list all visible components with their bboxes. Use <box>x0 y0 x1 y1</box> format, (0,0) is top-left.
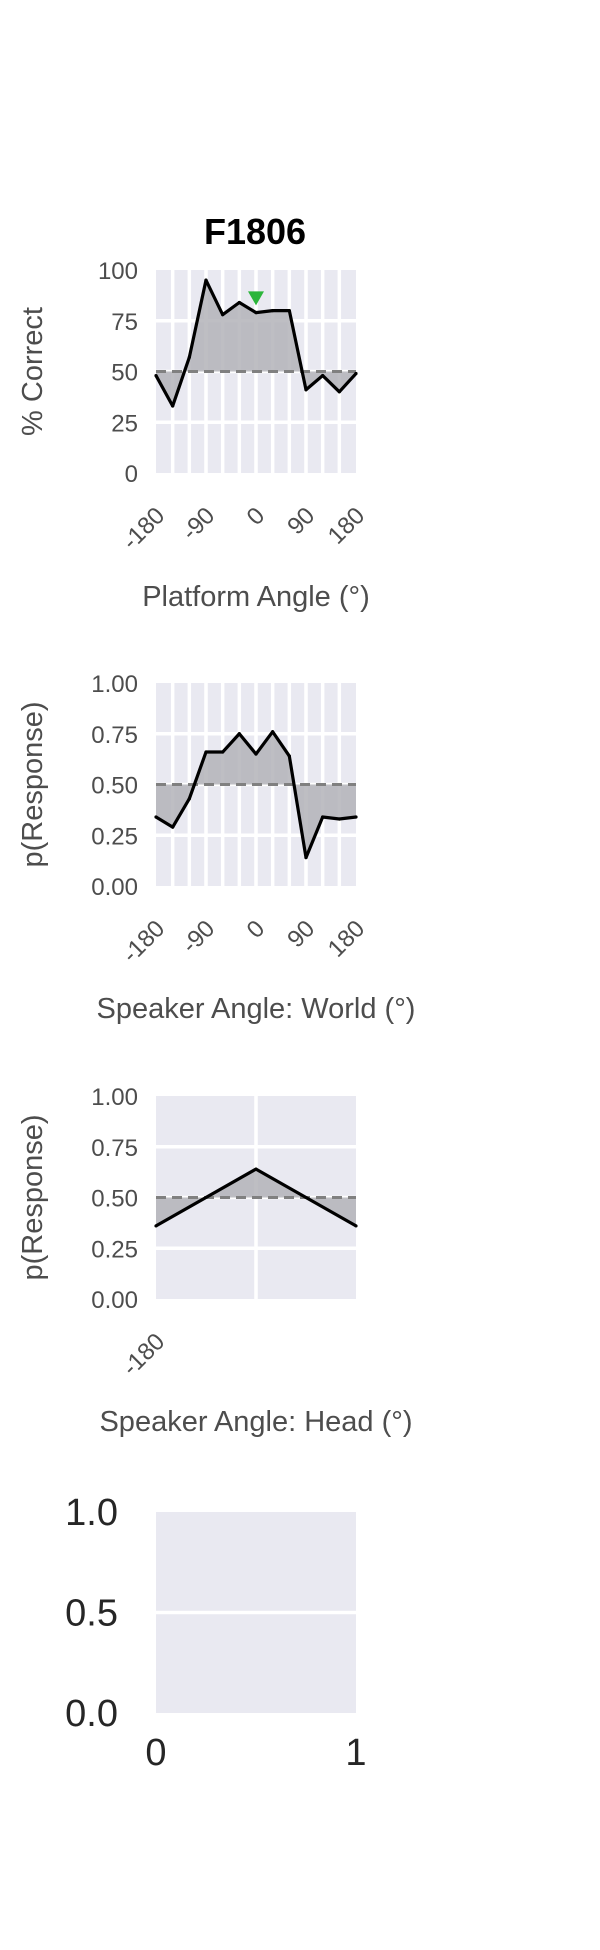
y-tick-label: 0.00 <box>91 1287 138 1314</box>
x-tick-label: -90 <box>177 502 221 546</box>
y-tick-label: 0.75 <box>91 722 138 749</box>
data-point <box>204 750 208 754</box>
x-tick-label: -180 <box>117 1328 170 1381</box>
data-point <box>254 1167 258 1171</box>
data-point <box>154 1224 158 1228</box>
chance-deviation-area <box>156 731 356 858</box>
chance-deviation-area <box>156 280 356 407</box>
y-axis-label: p(Response) <box>17 701 49 867</box>
data-point <box>171 404 175 408</box>
x-axis-label: Speaker Angle: Head (°) <box>99 1406 412 1438</box>
figure-title: F1806 <box>204 211 306 252</box>
data-point <box>354 371 358 376</box>
x-tick-label: 1 <box>345 1732 366 1774</box>
x-tick-label: 0 <box>242 915 271 944</box>
y-tick-label: 0 <box>125 461 138 488</box>
y-tick-label: 0.50 <box>91 773 138 800</box>
y-tick-label: 25 <box>111 410 138 437</box>
x-tick-label: -180 <box>117 915 170 968</box>
data-point <box>154 815 158 819</box>
data-point <box>221 750 225 754</box>
x-tick-label: -180 <box>117 502 170 555</box>
x-tick-label: -90 <box>177 915 221 959</box>
data-point <box>287 754 291 758</box>
data-point <box>287 309 291 313</box>
y-tick-label: 0.00 <box>91 874 138 901</box>
y-tick-label: 1.00 <box>91 671 138 698</box>
data-point <box>171 825 175 829</box>
x-tick-label: 90 <box>282 502 320 540</box>
data-point <box>221 313 225 317</box>
data-point <box>237 300 241 305</box>
x-tick-label: 90 <box>282 915 320 953</box>
x-tick-label: 180 <box>323 915 370 962</box>
data-point <box>271 309 275 313</box>
data-point <box>354 1224 358 1228</box>
data-point <box>337 390 341 394</box>
x-tick-label: 0 <box>145 1732 166 1774</box>
y-tick-label: 0.0 <box>65 1693 118 1735</box>
data-point <box>254 311 258 315</box>
data-point <box>237 732 241 736</box>
speaker-head-panel: 0.00 0.25 0.50 0.75 1.00 -180 Speaker Angle: H… <box>17 1084 413 1438</box>
data-point <box>337 817 341 821</box>
y-tick-label: 0.75 <box>91 1135 138 1162</box>
data-point <box>187 797 191 801</box>
data-point <box>321 373 325 378</box>
data-point <box>187 355 191 359</box>
y-tick-label: 0.25 <box>91 1236 138 1263</box>
y-tick-label: 0.5 <box>65 1593 118 1635</box>
data-point <box>271 730 275 734</box>
y-axis-label: p(Response) <box>17 1114 49 1280</box>
reference-marker <box>248 291 264 306</box>
platform-angle-panel: 0 25 50 75 100 -180 -90 0 90 180 Platform Angle (°… <box>17 258 370 613</box>
data-point <box>204 278 208 282</box>
speaker-world-panel: 0.00 0.25 0.50 0.75 1.00 -180 -90 0 90 180 Speaker… <box>17 671 415 1025</box>
data-point <box>321 815 325 819</box>
data-point <box>254 752 258 756</box>
x-tick-label: 0 <box>242 502 271 531</box>
y-tick-label: 0.25 <box>91 823 138 850</box>
data-point <box>304 388 308 392</box>
y-tick-label: 1.00 <box>91 1084 138 1111</box>
y-axis-label: % Correct <box>17 307 49 436</box>
x-axis-label: Platform Angle (°) <box>142 581 370 613</box>
x-axis-label: Speaker Angle: World (°) <box>97 993 416 1025</box>
y-tick-label: 100 <box>98 258 138 285</box>
y-tick-label: 0.50 <box>91 1186 138 1213</box>
y-tick-label: 75 <box>111 309 138 336</box>
data-point <box>304 855 308 860</box>
x-tick-label: 180 <box>323 502 370 549</box>
y-tick-label: 50 <box>111 360 138 387</box>
empty-panel: 0.0 0.5 1.0 0 1 <box>65 1492 366 1774</box>
y-tick-label: 1.0 <box>65 1492 118 1534</box>
data-point <box>354 815 358 819</box>
data-point <box>154 373 158 378</box>
